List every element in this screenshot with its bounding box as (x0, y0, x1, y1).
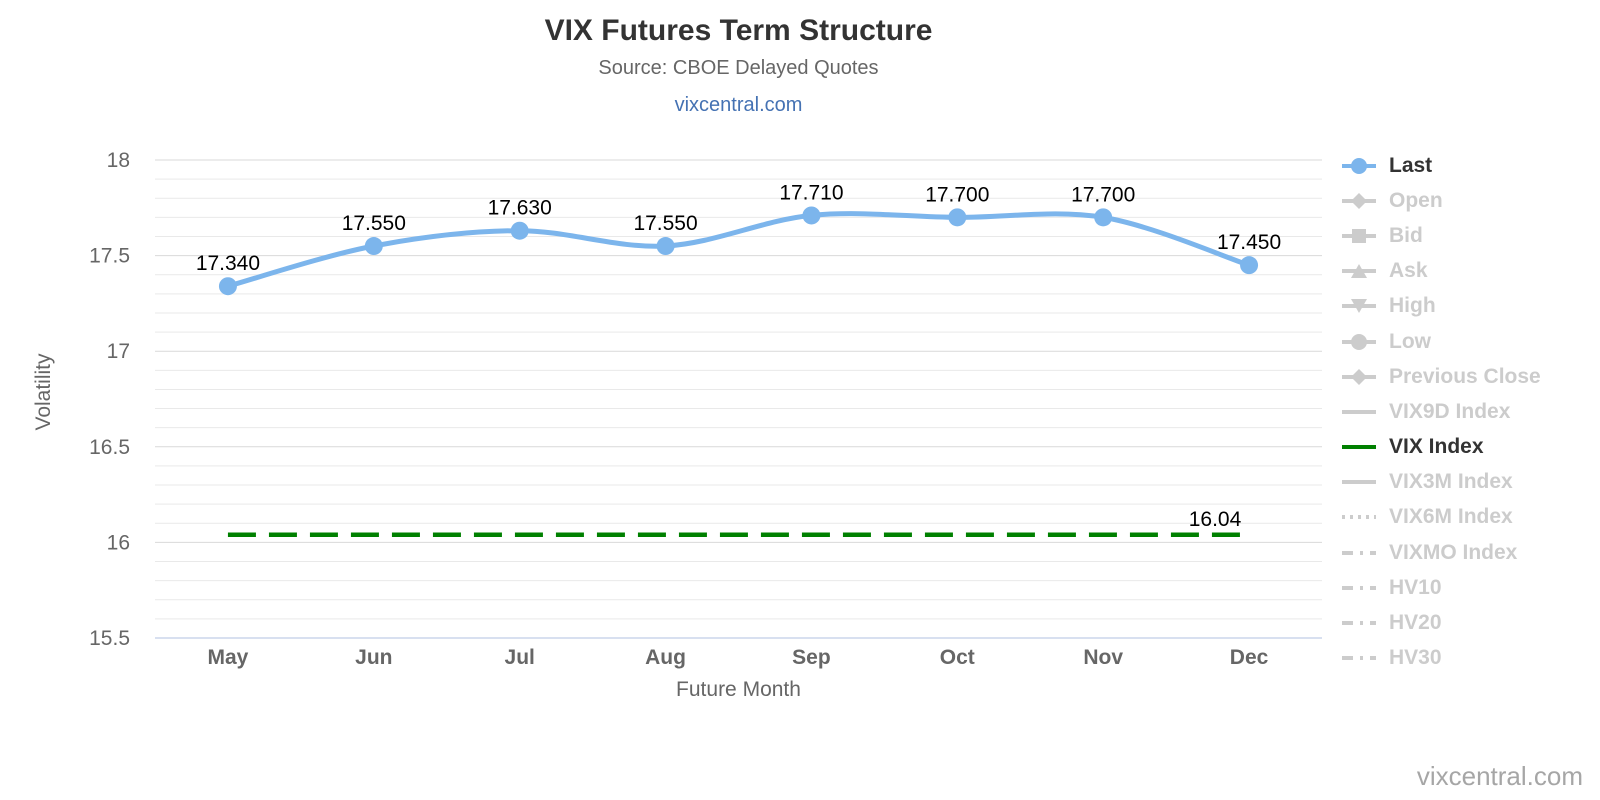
legend-marker-vix9d-index-icon (1342, 409, 1376, 414)
legend: Last Open Bid Ask High Low Previous Close VIX9D… (1341, 148, 1541, 676)
x-tick-label-sep: Sep (792, 646, 831, 669)
legend-label-last: Last (1389, 153, 1433, 177)
y-axis-title: Volatility (32, 353, 55, 431)
data-point-aug[interactable] (656, 237, 675, 256)
x-tick-label-oct: Oct (940, 646, 975, 669)
legend-label-low: Low (1389, 329, 1431, 353)
legend-marker-vix3m-index-icon (1342, 480, 1376, 485)
data-label-jun: 17.550 (342, 212, 406, 235)
legend-label-vix6m-index: VIX6M Index (1389, 505, 1513, 529)
legend-label-hv30: HV30 (1389, 646, 1442, 670)
y-tick-label: 16 (107, 531, 130, 554)
data-label-jul: 17.630 (488, 197, 552, 220)
legend-item-hv30[interactable]: HV30 (1341, 641, 1541, 676)
data-label-nov: 17.700 (1071, 183, 1135, 206)
legend-marker-bid-icon (1342, 228, 1376, 243)
legend-label-hv20: HV20 (1389, 611, 1442, 635)
chart-title: VIX Futures Term Structure (544, 14, 933, 47)
legend-item-high[interactable]: High (1341, 289, 1541, 324)
legend-item-open[interactable]: Open (1341, 183, 1541, 218)
watermark: vixcentral.com (1416, 761, 1583, 791)
legend-label-previous-close: Previous Close (1389, 364, 1541, 388)
legend-item-hv20[interactable]: HV20 (1341, 605, 1541, 640)
legend-marker-vixmo-index-icon (1342, 550, 1376, 555)
legend-item-vix-index[interactable]: VIX Index (1341, 430, 1541, 465)
legend-label-open: Open (1389, 188, 1443, 212)
legend-marker-hv10-icon (1342, 585, 1376, 590)
legend-label-hv10: HV10 (1389, 575, 1442, 599)
last-series-line (225, 211, 1252, 289)
data-label-aug: 17.550 (633, 212, 697, 235)
data-point-oct[interactable] (948, 208, 967, 227)
vixcentral-link[interactable]: vixcentral.com (674, 94, 803, 116)
chart-subtitle: Source: CBOE Delayed Quotes (598, 57, 879, 79)
legend-label-bid: Bid (1389, 223, 1423, 247)
legend-item-hv10[interactable]: HV10 (1341, 570, 1541, 605)
data-label-may: 17.340 (196, 252, 260, 275)
legend-item-vixmo-index[interactable]: VIXMO Index (1341, 535, 1541, 570)
legend-marker-vix6m-index-icon (1342, 515, 1376, 520)
legend-label-vix9d-index: VIX9D Index (1389, 399, 1511, 423)
legend-marker-last-icon (1342, 157, 1376, 174)
x-tick-label-nov: Nov (1083, 646, 1123, 669)
chart-header: VIX Futures Term Structure Source: CBOE … (0, 14, 1477, 117)
legend-label-vixmo-index: VIXMO Index (1389, 540, 1518, 564)
y-tick-label: 16.5 (89, 436, 130, 459)
legend-label-high: High (1389, 294, 1436, 318)
legend-item-last[interactable]: Last (1341, 148, 1541, 183)
legend-label-vix3m-index: VIX3M Index (1389, 470, 1513, 494)
x-tick-label-aug: Aug (645, 646, 686, 669)
vix-index-label: 16.04 (1189, 508, 1242, 531)
legend-marker-ask-icon (1342, 264, 1376, 279)
x-tick-label-jul: Jul (505, 646, 535, 669)
legend-marker-hv20-icon (1342, 621, 1376, 626)
legend-marker-hv30-icon (1342, 656, 1376, 661)
legend-marker-low-icon (1342, 333, 1376, 350)
x-tick-label-jun: Jun (355, 646, 392, 669)
legend-item-bid[interactable]: Bid (1341, 218, 1541, 253)
data-point-may[interactable] (218, 277, 237, 296)
data-point-dec[interactable] (1240, 256, 1259, 275)
legend-marker-open-icon (1342, 192, 1376, 209)
data-label-dec: 17.450 (1217, 231, 1281, 254)
data-label-sep: 17.710 (779, 181, 843, 204)
y-tick-label: 15.5 (89, 627, 130, 650)
x-tick-label-may: May (208, 646, 249, 669)
legend-item-vix6m-index[interactable]: VIX6M Index (1341, 500, 1541, 535)
legend-item-previous-close[interactable]: Previous Close (1341, 359, 1541, 394)
legend-marker-vix-index-icon (1342, 445, 1376, 450)
legend-item-vix9d-index[interactable]: VIX9D Index (1341, 394, 1541, 429)
legend-label-vix-index: VIX Index (1389, 435, 1484, 459)
y-tick-label: 18 (107, 149, 130, 172)
data-point-nov[interactable] (1094, 208, 1113, 227)
legend-item-low[interactable]: Low (1341, 324, 1541, 359)
data-point-jul[interactable] (510, 221, 529, 240)
x-axis-title: Future Month (676, 678, 801, 701)
legend-item-ask[interactable]: Ask (1341, 254, 1541, 289)
data-point-sep[interactable] (802, 206, 821, 225)
data-point-jun[interactable] (364, 237, 383, 256)
legend-label-ask: Ask (1389, 259, 1428, 283)
y-tick-label: 17 (107, 340, 130, 363)
x-tick-label-dec: Dec (1230, 646, 1269, 669)
y-tick-label: 17.5 (89, 245, 130, 268)
data-label-oct: 17.700 (925, 183, 989, 206)
legend-marker-high-icon (1342, 299, 1376, 314)
legend-marker-previous-close-icon (1342, 368, 1376, 385)
legend-item-vix3m-index[interactable]: VIX3M Index (1341, 465, 1541, 500)
